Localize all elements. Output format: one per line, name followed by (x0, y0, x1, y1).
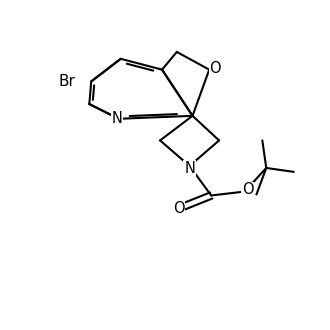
Text: O: O (242, 182, 254, 197)
Text: O: O (173, 201, 184, 216)
Text: N: N (112, 111, 123, 126)
Text: N: N (184, 161, 195, 176)
Text: O: O (209, 60, 221, 76)
Text: Br: Br (58, 74, 75, 89)
